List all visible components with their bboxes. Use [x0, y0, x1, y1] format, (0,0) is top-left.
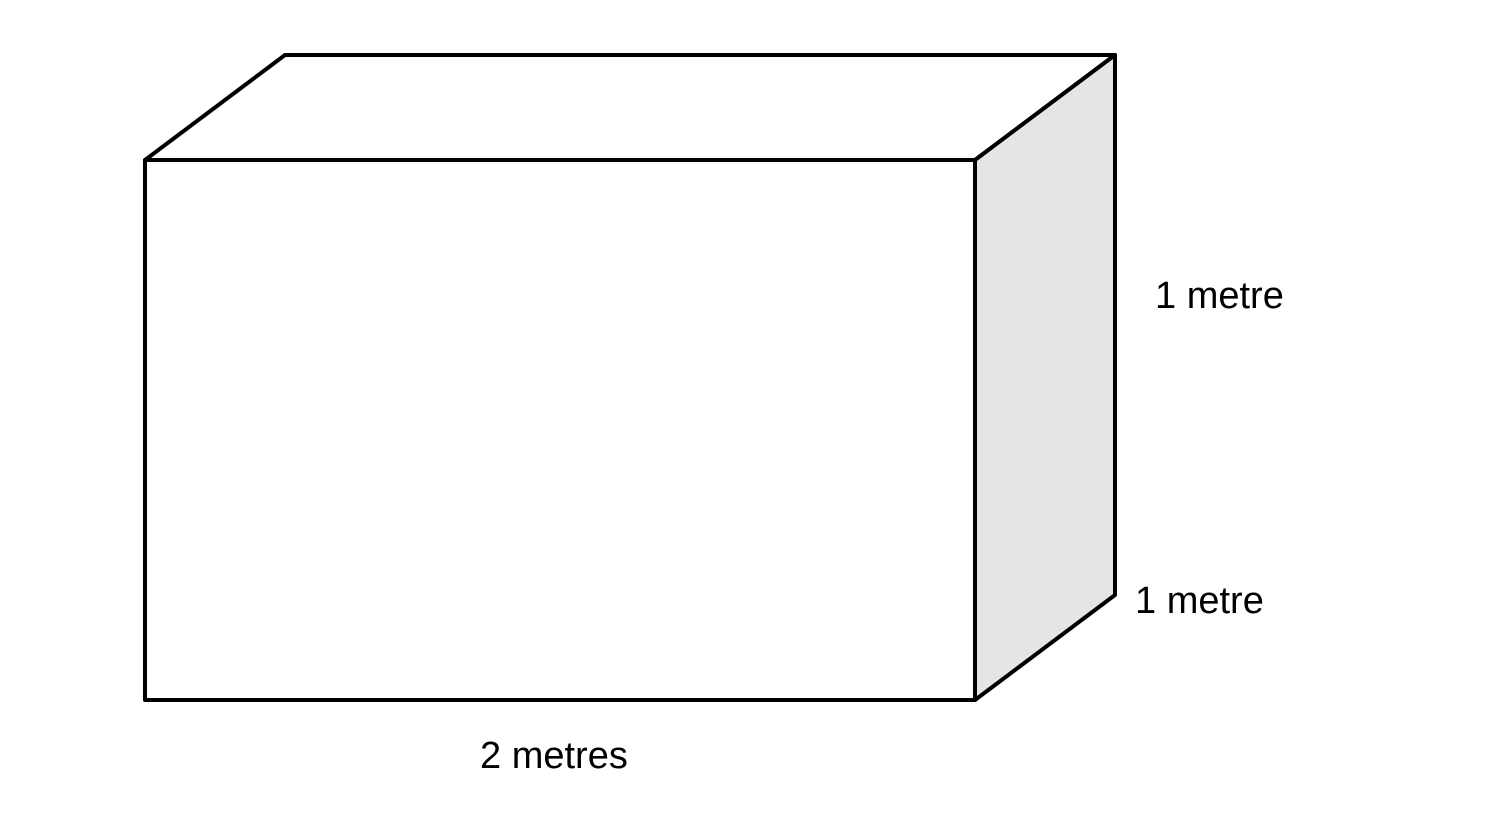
depth-label: 1 metre: [1135, 580, 1264, 623]
prism-front-face: [145, 160, 975, 700]
prism-svg: [0, 0, 1500, 813]
prism-diagram: 1 metre 1 metre 2 metres: [0, 0, 1500, 813]
width-label: 2 metres: [480, 735, 628, 778]
prism-top-face: [145, 55, 1115, 160]
prism-side-face: [975, 55, 1115, 700]
height-label: 1 metre: [1155, 275, 1284, 318]
